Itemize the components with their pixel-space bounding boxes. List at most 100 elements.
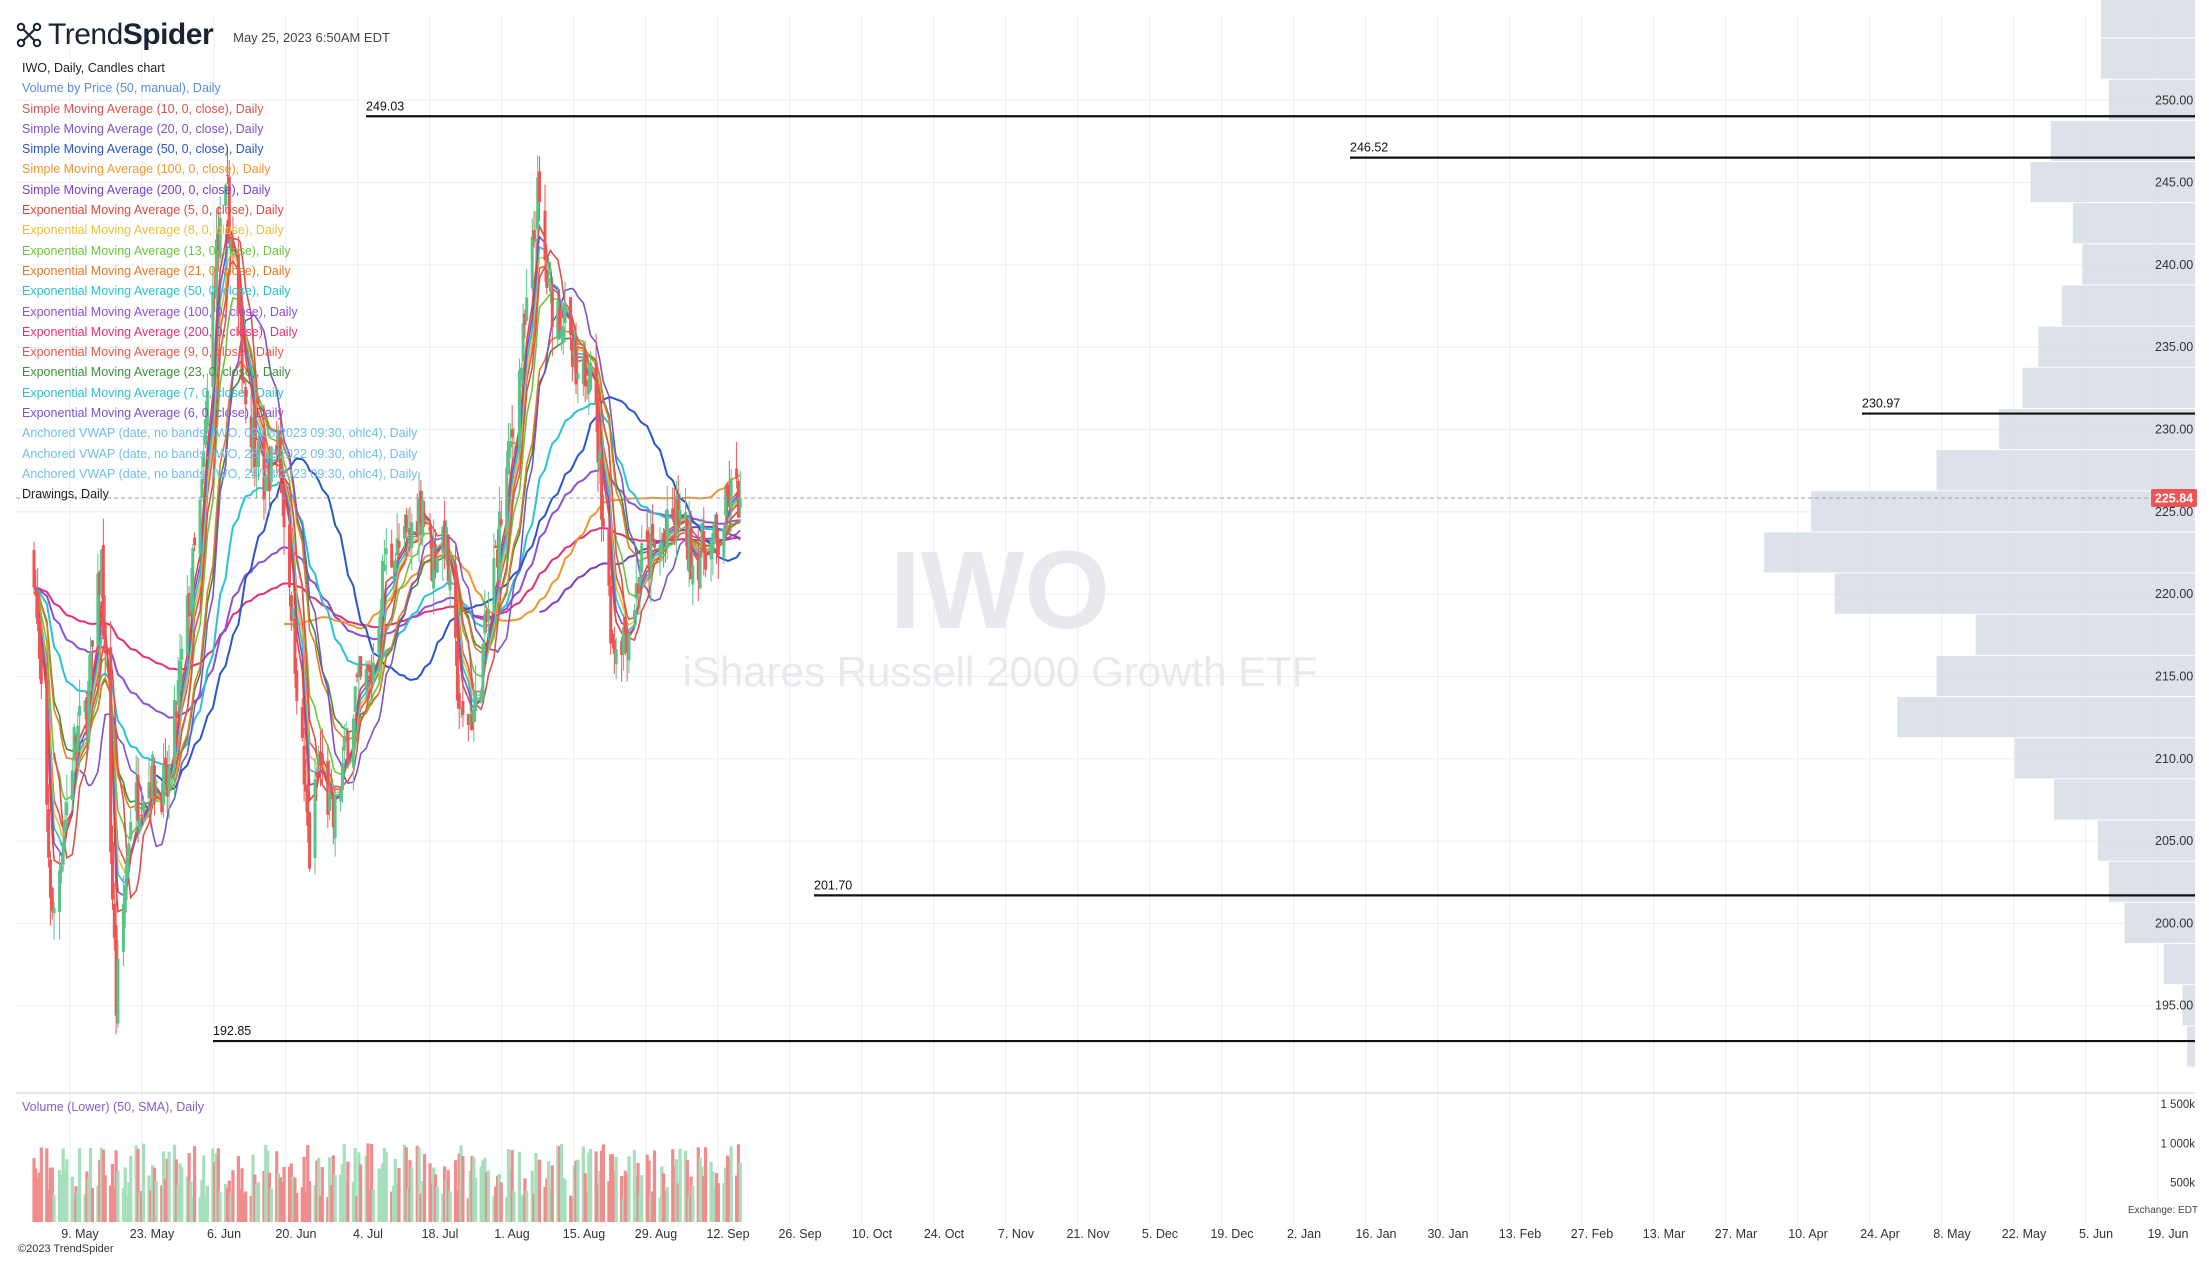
- vp-bar: [2022, 367, 2195, 408]
- volume-bar: [231, 1170, 235, 1222]
- candle: [627, 630, 631, 674]
- legend-item[interactable]: Anchored VWAP (date, no bands, IWO, 02/0…: [22, 426, 418, 441]
- candle-body: [727, 488, 731, 508]
- volume-bar: [568, 1195, 573, 1222]
- legend-item[interactable]: Exponential Moving Average (13, 0, close…: [22, 243, 291, 258]
- candle-body: [711, 532, 715, 554]
- volume-bar: [485, 1172, 489, 1222]
- candle: [660, 532, 664, 562]
- vp-bar: [2124, 902, 2195, 943]
- candle: [384, 528, 388, 575]
- volume-bar: [138, 1193, 142, 1222]
- legend-item[interactable]: Exponential Moving Average (21, 0, close…: [22, 263, 291, 278]
- candle-body: [215, 239, 218, 299]
- legend-item[interactable]: Exponential Moving Average (200, 0, clos…: [22, 324, 298, 339]
- candle: [379, 598, 383, 629]
- vp-bar: [2061, 285, 2195, 326]
- volume-bar: [479, 1166, 483, 1222]
- legend-item[interactable]: IWO, Daily, Candles chart: [22, 61, 165, 75]
- volume-bar: [594, 1151, 598, 1222]
- candle-body: [497, 511, 501, 580]
- candle-body: [364, 668, 368, 688]
- candle-body: [585, 382, 589, 386]
- candle: [147, 759, 151, 811]
- candle: [229, 237, 233, 253]
- candle-body: [125, 857, 129, 879]
- candle: [162, 743, 166, 818]
- candle: [100, 548, 104, 599]
- candle-body: [729, 478, 733, 510]
- candle: [441, 525, 445, 581]
- legend-item[interactable]: Anchored VWAP (date, no bands, IWO, 24/0…: [22, 466, 418, 481]
- volume-pane-title[interactable]: Volume (Lower) (50, SMA), Daily: [22, 1100, 205, 1114]
- y-tick-label: 240.00: [2155, 258, 2193, 272]
- candle-body: [543, 210, 547, 261]
- volume-bar: [634, 1175, 638, 1222]
- volume-bar: [189, 1181, 193, 1222]
- volume-bar: [625, 1174, 629, 1222]
- legend-item[interactable]: Simple Moving Average (20, 0, close), Da…: [22, 121, 264, 136]
- candle-body: [691, 565, 695, 585]
- volume-bar: [224, 1183, 228, 1222]
- legend-item[interactable]: Exponential Moving Average (6, 0, close)…: [22, 406, 284, 421]
- legend-item[interactable]: Exponential Moving Average (8, 0, close)…: [22, 223, 284, 238]
- candle: [621, 613, 625, 671]
- candle: [727, 460, 731, 511]
- candle-body: [674, 495, 678, 535]
- legend-item[interactable]: Exponential Moving Average (100, 0, clos…: [22, 304, 298, 319]
- candle: [370, 654, 374, 699]
- candle-body: [492, 558, 496, 614]
- candle: [262, 404, 266, 520]
- legend-item[interactable]: Simple Moving Average (10, 0, close), Da…: [22, 101, 264, 116]
- volume-bar: [98, 1159, 102, 1222]
- candle: [176, 657, 180, 712]
- candle-body: [295, 670, 299, 701]
- candle: [277, 425, 281, 464]
- candle: [178, 633, 182, 715]
- legend-item[interactable]: Exponential Moving Average (23, 0, close…: [22, 365, 291, 380]
- candle: [415, 493, 419, 537]
- candle-body: [634, 583, 638, 599]
- legend-item[interactable]: Exponential Moving Average (5, 0, close)…: [22, 203, 284, 218]
- legend-item[interactable]: Exponential Moving Average (7, 0, close)…: [22, 385, 284, 400]
- candle-body: [736, 480, 740, 518]
- candle-body: [402, 526, 406, 539]
- legend-item[interactable]: Simple Moving Average (50, 0, close), Da…: [22, 142, 264, 157]
- candle: [282, 473, 286, 555]
- volume-bar: [317, 1157, 321, 1222]
- candle: [601, 494, 605, 542]
- candle: [205, 373, 209, 434]
- candle: [289, 591, 293, 631]
- volume-bar: [351, 1181, 355, 1222]
- volume-bar: [559, 1144, 564, 1222]
- candle: [696, 529, 700, 602]
- legend-item[interactable]: Volume by Price (50, manual), Daily: [22, 81, 221, 96]
- vp-bar: [1764, 532, 2195, 573]
- candle: [684, 487, 688, 547]
- candle-body: [384, 548, 388, 555]
- candle: [550, 277, 554, 357]
- candle: [382, 539, 386, 572]
- candle: [589, 351, 593, 392]
- candle: [474, 664, 478, 723]
- legend-item[interactable]: Anchored VWAP (date, no bands, IWO, 28/1…: [22, 446, 418, 461]
- volume-bar: [550, 1165, 554, 1222]
- candle-body: [598, 451, 602, 472]
- candle-body: [198, 499, 202, 554]
- volume-bar: [140, 1191, 144, 1222]
- trendspider-logo[interactable]: TrendSpider: [16, 18, 214, 52]
- legend-item[interactable]: Exponential Moving Average (9, 0, close)…: [22, 345, 284, 360]
- candle-body: [58, 870, 62, 912]
- legend-item[interactable]: Exponential Moving Average (50, 0, close…: [22, 284, 291, 299]
- volume-bar: [329, 1185, 334, 1222]
- candle: [563, 282, 567, 343]
- legend-item[interactable]: Simple Moving Average (200, 0, close), D…: [22, 182, 271, 197]
- candle: [213, 274, 217, 312]
- legend-item[interactable]: Drawings, Daily: [22, 487, 109, 502]
- volume-bar: [149, 1189, 153, 1222]
- volume-bar: [589, 1148, 593, 1222]
- sma-200-line: [539, 525, 741, 614]
- candle: [295, 658, 299, 715]
- legend-item[interactable]: Simple Moving Average (100, 0, close), D…: [22, 162, 271, 177]
